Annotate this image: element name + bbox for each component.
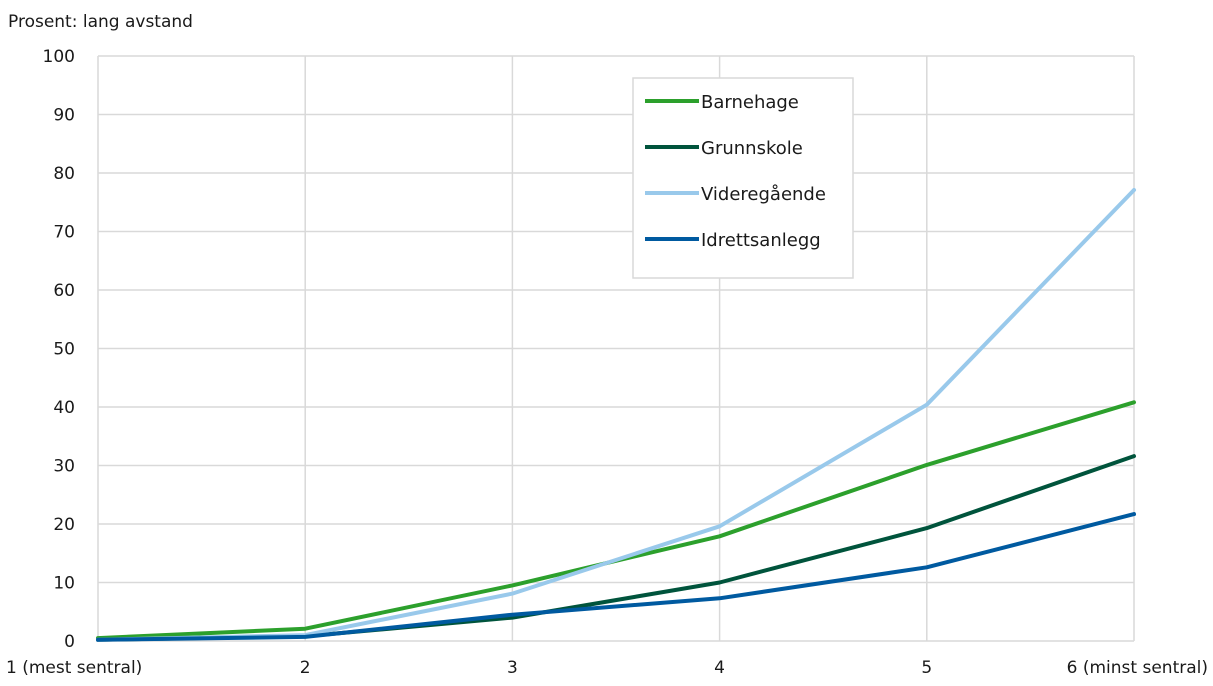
x-tick-label: 5 <box>921 658 932 678</box>
y-tick-label: 30 <box>53 457 75 477</box>
y-tick-label: 40 <box>53 398 75 418</box>
y-tick-label: 80 <box>53 164 75 184</box>
series-line-barnehage <box>96 400 1136 641</box>
series-line-grunnskole <box>96 454 1136 642</box>
legend-box <box>632 77 854 279</box>
grid-layer <box>97 55 1135 642</box>
y-tick-label: 10 <box>53 574 75 594</box>
legend: Barnehage Grunnskole Videregående Idrettsan… <box>632 77 854 279</box>
y-tick-label: 50 <box>53 340 75 360</box>
x-tick-label: 2 <box>300 658 311 678</box>
legend-label: Idrettsanlegg <box>701 230 821 251</box>
x-tick-label: 4 <box>714 658 725 678</box>
series-line-videregående <box>96 188 1136 642</box>
x-tick-label: 3 <box>507 658 518 678</box>
y-axis-title: Prosent: lang avstand <box>8 12 193 32</box>
legend-label: Barnehage <box>701 92 799 113</box>
series-layer <box>96 188 1136 642</box>
y-tick-label: 20 <box>53 515 75 535</box>
x-tick-label: 1 (mest sentral) <box>6 658 142 678</box>
series-line-idrettsanlegg <box>96 512 1136 642</box>
y-tick-label: 60 <box>53 281 75 301</box>
y-tick-label: 100 <box>43 47 75 67</box>
y-tick-label: 70 <box>53 223 75 243</box>
x-tick-label: 6 (minst sentral) <box>1067 658 1208 678</box>
y-tick-label: 90 <box>53 106 75 126</box>
legend-label: Grunnskole <box>701 138 803 159</box>
y-tick-label: 0 <box>64 632 75 652</box>
legend-label: Videregående <box>701 184 826 205</box>
axis-layer: 0 10 20 30 40 50 60 70 80 90 100 1 (mest sentral) 2 3… <box>6 47 1208 678</box>
